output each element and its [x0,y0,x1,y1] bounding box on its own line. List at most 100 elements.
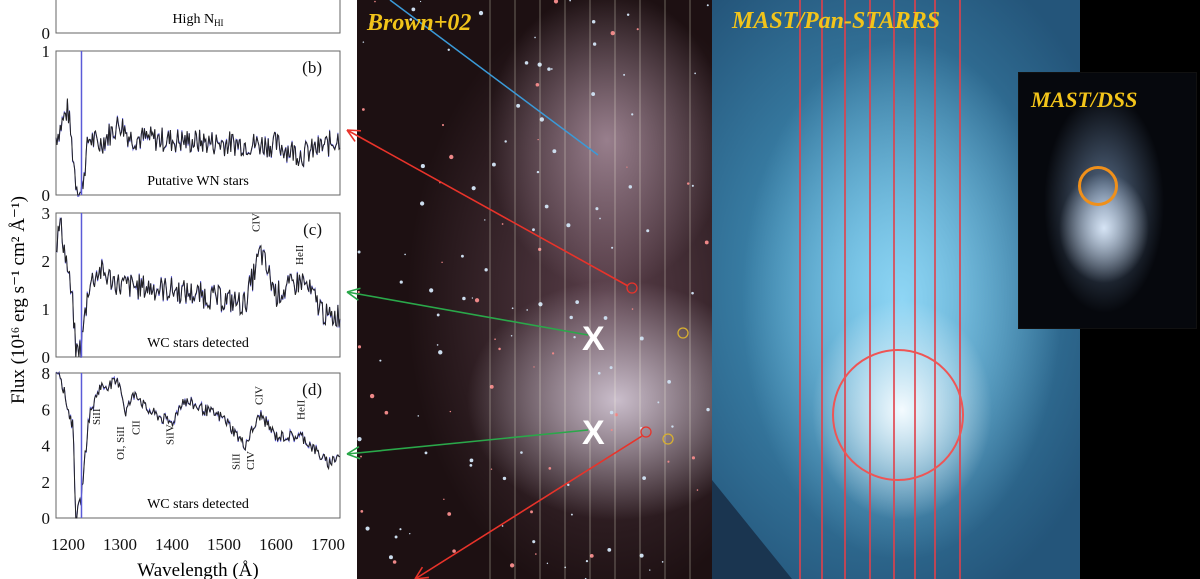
dss-inset-image: MAST/DSS [1018,72,1197,329]
star [411,7,416,12]
image-edge [712,480,792,579]
x-tick-label: 1200 [51,535,85,554]
star [392,560,397,564]
star [537,138,539,141]
star [539,117,545,122]
star [469,463,473,467]
star [536,170,540,174]
star [595,207,599,211]
line-annotation: CIV [253,386,265,405]
star [597,371,601,375]
x-tick-label: 1500 [207,535,241,554]
star [649,569,651,571]
star [449,154,454,160]
star [706,407,710,412]
star [379,359,382,362]
star [419,0,422,3]
panel-note: WC stars detected [147,497,249,512]
y-tick-label: 6 [42,400,51,419]
panel-label: (c) [303,220,322,239]
star [429,288,434,293]
spectrum-line [55,217,341,358]
star [569,315,573,320]
star [384,410,389,415]
y-tick-label: 1 [42,42,51,61]
x-tick-label: 1400 [155,535,189,554]
star [537,62,542,67]
y-tick-label: 0 [42,24,51,43]
star [469,458,474,463]
star [704,240,709,245]
star [610,428,613,431]
star [567,483,570,487]
star [374,0,376,3]
star [530,510,533,514]
star [631,308,634,310]
plot-frame [55,212,341,358]
star [552,149,557,154]
star [388,555,393,560]
star [399,528,402,531]
star [566,223,571,228]
star [474,298,480,303]
star [357,250,361,254]
star [646,229,650,233]
line-annotation: CIV [250,213,262,232]
star [544,204,549,209]
aperture-circle [832,349,964,481]
target-circle [640,426,652,438]
x-tick-label: 1300 [103,535,137,554]
star [460,254,464,258]
star [357,290,360,294]
spectrum-panel-2: 0 1 2 3 (c) WC stars detected [42,204,341,367]
spectrum-line [55,98,341,196]
star [449,410,452,413]
panel-note: WC stars detected [147,336,249,351]
star [471,186,476,191]
star [509,563,515,568]
star [599,217,601,220]
x-mark: X [582,414,605,452]
line-annotation: SiII [91,408,103,425]
star [360,455,362,458]
star [534,36,536,39]
star [510,335,513,337]
star [686,182,690,185]
star [642,476,646,480]
line-annotation: HeII [296,400,308,420]
star [691,291,694,295]
star [524,61,529,65]
star [484,268,488,272]
x-tick-label: 1600 [259,535,293,554]
star [498,347,501,351]
star [516,103,521,108]
star [609,366,613,370]
star [533,366,535,368]
spectrum-panel-3: 0 2 4 6 8 (d) WC stars detected 1200 1300 1400 150… [8,196,345,579]
star [636,28,639,31]
star [357,345,362,349]
star [436,313,440,317]
star [661,561,664,563]
panel-label: (d) [302,380,322,399]
star [631,113,634,116]
y-tick-label: 0 [42,348,51,367]
target-circle [626,282,638,294]
star [585,559,589,563]
star [609,410,614,415]
star [626,166,628,168]
spectrum-line [56,372,340,519]
star [535,82,540,87]
star [424,451,428,455]
star [691,184,694,187]
star [504,140,507,143]
star [447,48,450,52]
star [570,513,573,516]
y-tick-label: 1 [42,300,51,319]
star [441,123,445,127]
star [478,10,484,16]
star [667,460,670,463]
star [694,72,696,75]
x-axis-label: Wavelength (Å) [137,560,258,579]
